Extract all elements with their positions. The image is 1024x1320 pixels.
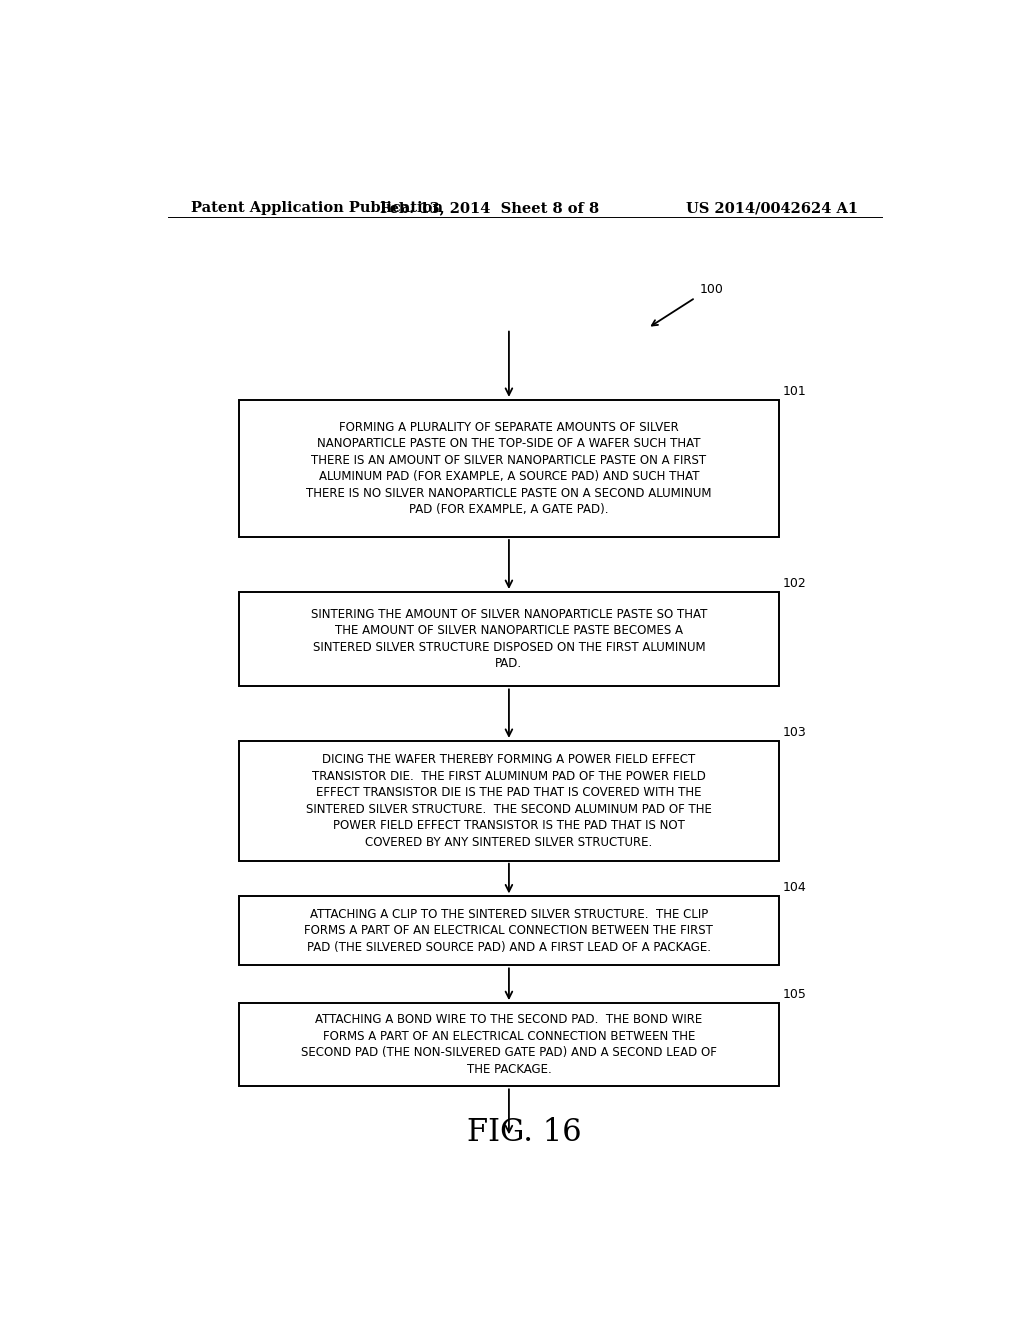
Text: SINTERING THE AMOUNT OF SILVER NANOPARTICLE PASTE SO THAT
THE AMOUNT OF SILVER N: SINTERING THE AMOUNT OF SILVER NANOPARTI… bbox=[310, 609, 708, 671]
Text: 100: 100 bbox=[699, 282, 723, 296]
Text: Feb. 13, 2014  Sheet 8 of 8: Feb. 13, 2014 Sheet 8 of 8 bbox=[380, 201, 599, 215]
Text: DICING THE WAFER THEREBY FORMING A POWER FIELD EFFECT
TRANSISTOR DIE.  THE FIRST: DICING THE WAFER THEREBY FORMING A POWER… bbox=[306, 752, 712, 849]
Text: 102: 102 bbox=[782, 577, 807, 590]
Text: 101: 101 bbox=[782, 384, 807, 397]
Text: US 2014/0042624 A1: US 2014/0042624 A1 bbox=[686, 201, 858, 215]
Text: ATTACHING A BOND WIRE TO THE SECOND PAD.  THE BOND WIRE
FORMS A PART OF AN ELECT: ATTACHING A BOND WIRE TO THE SECOND PAD.… bbox=[301, 1014, 717, 1076]
Text: 105: 105 bbox=[782, 987, 807, 1001]
Bar bbox=[239, 896, 779, 965]
Text: FIG. 16: FIG. 16 bbox=[468, 1117, 582, 1147]
Bar bbox=[239, 1003, 779, 1086]
Text: FORMING A PLURALITY OF SEPARATE AMOUNTS OF SILVER
NANOPARTICLE PASTE ON THE TOP-: FORMING A PLURALITY OF SEPARATE AMOUNTS … bbox=[306, 421, 712, 516]
Bar bbox=[239, 741, 779, 861]
Text: 103: 103 bbox=[782, 726, 807, 739]
Text: ATTACHING A CLIP TO THE SINTERED SILVER STRUCTURE.  THE CLIP
FORMS A PART OF AN : ATTACHING A CLIP TO THE SINTERED SILVER … bbox=[304, 908, 714, 954]
Text: 104: 104 bbox=[782, 882, 807, 894]
Bar bbox=[239, 591, 779, 686]
Bar bbox=[239, 400, 779, 537]
Text: Patent Application Publication: Patent Application Publication bbox=[191, 201, 443, 215]
